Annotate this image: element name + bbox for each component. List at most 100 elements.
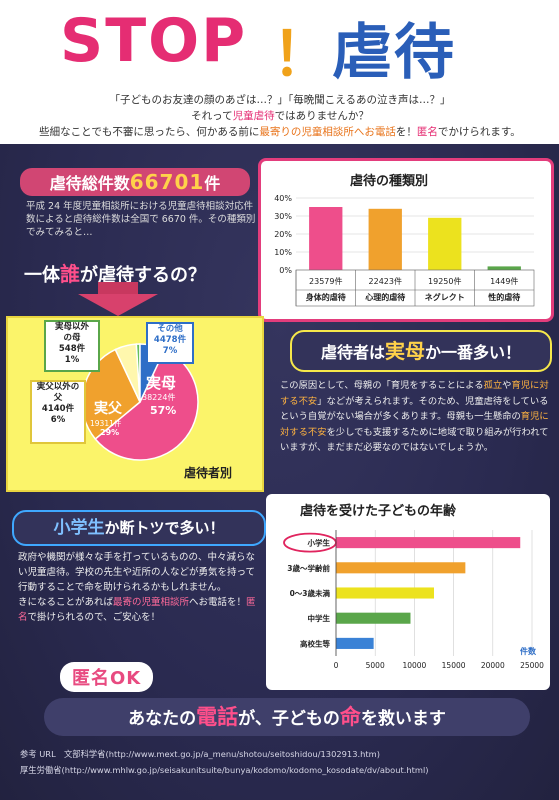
x-tick-label: 25000 [520, 661, 544, 670]
label-other-father: 実父以外の 父 4140件 6% [30, 380, 86, 444]
mother-text: この原因として、母親の「育児をすることによる孤立や育児に対する不安」などが考えら… [280, 378, 550, 456]
y-tick-label: 0% [279, 266, 292, 275]
y-tick-label: 40% [274, 194, 292, 203]
reference-url-1: 参考 URL 文部科学省(http://www.mext.go.jp/a_men… [20, 749, 380, 759]
y-tick-label: 10% [274, 248, 292, 257]
bar [336, 587, 434, 599]
header-area [0, 0, 559, 144]
label-other-father-count: 4140件 [41, 404, 75, 414]
label-other-father-l1: 実父以外の [36, 382, 80, 392]
category-label: 小学生 [308, 538, 331, 548]
category-label: 3歳～学齢前 [287, 563, 330, 573]
category-label: ネグレクト [425, 292, 465, 302]
school-heading: 小学生か断トツで多い！ [12, 510, 266, 546]
total-title-pre: 虐待総件数 [49, 174, 130, 193]
age-chart-title: 虐待を受けた子どもの年齢 [300, 504, 457, 519]
intro-line-3-mid: を！ [395, 126, 417, 138]
bar [336, 562, 466, 574]
slogan-em2: 命 [339, 705, 361, 729]
age-chart: 0 5000 10000 15000 20000 25000 小学生 3歳～学齢前 0～3歳未満… [283, 530, 544, 670]
who-heading: 一体誰が虐待するの？ [24, 258, 206, 287]
reference-url-2: 厚生労働省(http://www.mhlw.go.jp/seisakunitsu… [20, 765, 429, 775]
label-other-mother-l1: 実母以外 [54, 322, 89, 332]
pie-label-father-pct: 29% [100, 428, 120, 437]
label-other-mother-l2: の母 [63, 333, 81, 343]
label-other-mother-count: 548件 [58, 344, 86, 354]
school-text-2: きになることがあれば最寄の児童相談所へお電話を！匿名で掛けられるので、ご安心を！ [18, 595, 262, 625]
pie-label-mother-pct: 57% [150, 404, 177, 417]
label-others-pct: 7% [162, 346, 178, 356]
mother-text-1: この原因として、母親の「育児をすることによる [280, 380, 484, 391]
value-label: 23579件 [309, 276, 342, 286]
mother-heading-pre: 虐待者は [320, 343, 385, 362]
slogan-pre: あなたの [128, 709, 197, 729]
mother-text-3: 」などが考えられます。そのため、児童虐待をしているという自覚がない場合が多くあり… [280, 395, 549, 423]
x-tick-label: 5000 [366, 661, 385, 670]
pie-label-mother-count: 38224件 [142, 393, 176, 402]
bar [336, 612, 411, 624]
anonymous-ok-badge: 匿名OK [60, 662, 154, 692]
category-label: 身体的虐待 [306, 292, 346, 302]
y-tick-label: 30% [274, 212, 292, 221]
label-other-father-l2: 父 [53, 393, 63, 403]
title-exclamation: ！ [272, 20, 332, 90]
slogan-mid: が、子どもの [238, 709, 340, 729]
pie-slice [94, 348, 199, 461]
x-tick-label: 0 [334, 661, 339, 670]
label-other-father-pct: 6% [50, 415, 66, 425]
value-label: 19250件 [428, 276, 461, 286]
abuse-types-chart-title: 虐待の種類別 [350, 174, 429, 189]
label-others: その他 4478件 7% [146, 322, 194, 364]
intro-line-2-em: 児童虐待 [232, 110, 275, 122]
mother-heading-post: か一番多い！ [425, 343, 522, 362]
pie-label-father: 実父 [94, 401, 122, 417]
total-description: 平成 24 年度児童相談所における児童虐待相談対応件数によると虐待総件数は全国で… [26, 201, 256, 238]
who-em: 誰 [60, 262, 80, 286]
slogan-em1: 電話 [196, 705, 239, 729]
category-label: 心理的虐待 [365, 292, 405, 302]
mother-text-em3: 育児に対する不安 [280, 411, 549, 438]
bar [487, 266, 521, 270]
x-axis-label: 件数 [520, 646, 537, 656]
bar [368, 208, 402, 270]
mother-heading-em: 実母 [385, 339, 425, 363]
intro-line-3-em1: 最寄りの児童相談所へお電話 [259, 126, 396, 138]
category-label: 性的虐待 [488, 292, 520, 302]
y-tick-label: 20% [274, 230, 292, 239]
category-label: 0～3歳未満 [290, 588, 331, 598]
school-heading-em: 小学生 [53, 518, 105, 538]
intro-line-1: 「子どものお友達の顔のあざは…？」「毎晩聞こえるあの泣き声は…？」 [109, 94, 451, 106]
intro-line-2-post: ではありませんか？ [274, 110, 369, 122]
intro-line-3-em2: 匿名 [416, 126, 438, 138]
mother-text-em1: 孤立 [483, 380, 503, 391]
label-other-mother-pct: 1% [64, 355, 80, 365]
x-tick-label: 10000 [402, 661, 426, 670]
bar [309, 207, 343, 270]
abuse-types-chart-frame [258, 158, 554, 322]
school-text-2-pre: きになることがあれば [18, 597, 114, 608]
label-others-count: 4478件 [153, 335, 187, 345]
mother-text-2: や [502, 380, 512, 391]
slogan-post: を救います [360, 709, 446, 729]
x-tick-label: 15000 [442, 661, 466, 670]
label-other-mother: 実母以外 の母 548件 1% [44, 320, 100, 372]
slogan-banner: あなたの電話が、子どもの命を救います [44, 698, 530, 736]
who-post: が虐待するの？ [80, 265, 206, 286]
intro-line-3-pre: 些細なことでも不審に思ったら、何かある前に [39, 126, 260, 138]
school-text-3-post: で掛けられるので、ご安心を！ [27, 612, 161, 623]
down-arrow-icon [78, 282, 158, 316]
total-number: 66701 [129, 170, 205, 194]
title-abuse: 虐待 [332, 18, 456, 88]
label-others-name: その他 [157, 324, 183, 334]
intro-line-3: 些細なことでも不審に思ったら、何かある前に最寄りの児童相談所へお電話を！匿名でか… [20, 124, 540, 140]
value-label: 22423件 [369, 276, 402, 286]
total-count-title: 虐待総件数66701件 [20, 168, 250, 196]
category-label: 中学生 [308, 613, 331, 623]
school-text-1: 政府や機関が様々な手を打っているものの、中々減らない児童虐待。学校の先生や近所の… [18, 552, 256, 593]
pie-label-mother: 実母 [146, 374, 177, 392]
total-title-post: 件 [204, 174, 221, 193]
pie-label-father-count: 19311件 [90, 419, 122, 428]
bar [428, 217, 462, 270]
